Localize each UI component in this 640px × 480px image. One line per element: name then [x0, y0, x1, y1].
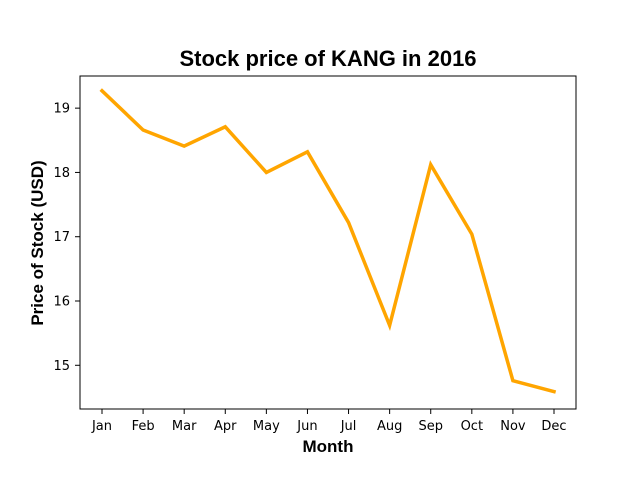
y-tick-label: 16: [53, 295, 70, 310]
x-tick-label: Oct: [461, 419, 483, 434]
plot-area-frame: [80, 76, 576, 409]
y-axis-label: Price of Stock (USD): [28, 160, 47, 325]
chart-title: Stock price of KANG in 2016: [179, 46, 476, 71]
x-tick-label: Sep: [418, 419, 443, 434]
x-tick-label: Apr: [214, 419, 237, 434]
y-tick-label: 19: [53, 102, 70, 117]
y-tick-label: 17: [53, 230, 70, 245]
x-tick-label: Jun: [296, 419, 317, 434]
y-tick-label: 15: [53, 359, 70, 374]
x-axis-ticks: Jan Feb Mar Apr May Jun Jul Aug Sep Oct Nov Dec: [91, 409, 567, 434]
x-tick-label: May: [253, 419, 280, 434]
x-tick-label: Aug: [377, 419, 402, 434]
y-tick-label: 18: [53, 166, 70, 181]
x-tick-label: Jul: [340, 419, 357, 434]
series-layer: [102, 91, 554, 392]
x-tick-label: Feb: [132, 419, 155, 434]
x-tick-label: Dec: [541, 419, 566, 434]
x-tick-label: Mar: [172, 419, 197, 434]
price-series-line: [102, 91, 554, 392]
x-tick-label: Jan: [91, 419, 112, 434]
x-tick-label: Nov: [500, 419, 526, 434]
y-axis-ticks: 15 16 17 18 19: [53, 102, 80, 374]
x-axis-label: Month: [303, 437, 354, 456]
